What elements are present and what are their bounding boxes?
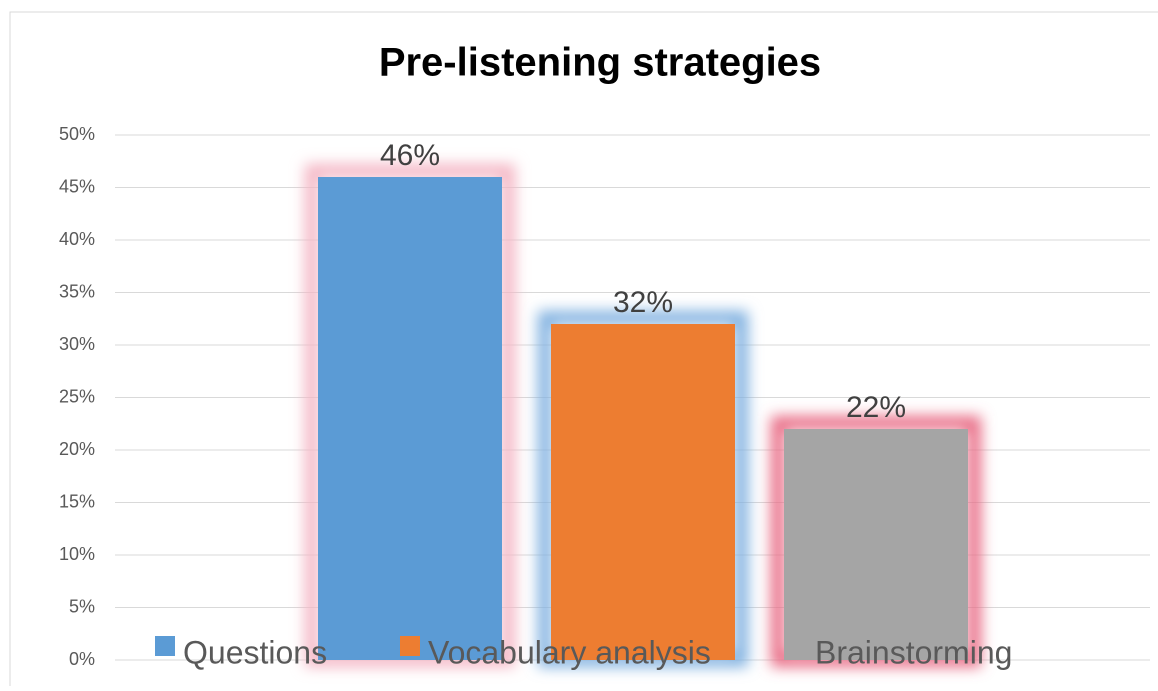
value-label: 22% (846, 391, 906, 424)
legend-swatch (787, 636, 807, 656)
bar (551, 324, 735, 660)
y-tick-label: 5% (69, 596, 95, 616)
legend-label: Questions (183, 634, 327, 670)
value-label: 32% (613, 286, 673, 319)
legend-swatch (155, 636, 175, 656)
y-tick-label: 30% (59, 334, 95, 354)
legend-swatch (400, 636, 420, 656)
y-tick-label: 15% (59, 491, 95, 511)
y-tick-label: 45% (59, 176, 95, 196)
y-tick-label: 35% (59, 281, 95, 301)
y-tick-label: 0% (69, 649, 95, 669)
bar (318, 177, 502, 660)
value-label: 46% (380, 139, 440, 172)
legend-label: Vocabulary analysis (428, 634, 711, 670)
bar (784, 429, 968, 660)
y-tick-label: 40% (59, 229, 95, 249)
legend-label: Brainstorming (815, 634, 1012, 670)
y-tick-label: 50% (59, 124, 95, 144)
y-tick-label: 20% (59, 439, 95, 459)
y-tick-label: 25% (59, 386, 95, 406)
chart-title: Pre-listening strategies (379, 41, 821, 85)
y-tick-label: 10% (59, 544, 95, 564)
